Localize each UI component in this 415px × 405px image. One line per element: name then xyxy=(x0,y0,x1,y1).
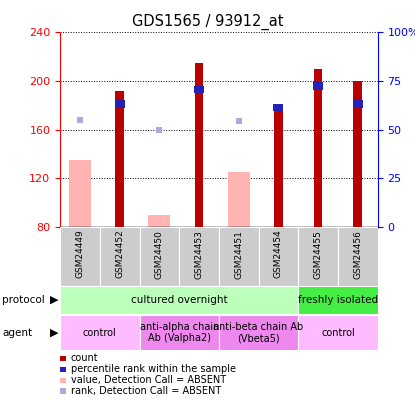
Bar xyxy=(354,81,362,227)
Text: control: control xyxy=(321,328,355,337)
Text: anti-alpha chain
Ab (Valpha2): anti-alpha chain Ab (Valpha2) xyxy=(139,322,219,343)
Text: protocol: protocol xyxy=(2,295,45,305)
Bar xyxy=(298,315,378,350)
Bar xyxy=(69,160,91,227)
Bar xyxy=(60,315,139,350)
Bar xyxy=(195,63,203,227)
Bar xyxy=(60,227,100,286)
Bar xyxy=(219,315,298,350)
Bar xyxy=(338,227,378,286)
Bar xyxy=(219,227,259,286)
Bar xyxy=(314,69,322,227)
Bar xyxy=(149,215,170,227)
Bar xyxy=(100,227,139,286)
Text: percentile rank within the sample: percentile rank within the sample xyxy=(71,364,236,374)
Text: cultured overnight: cultured overnight xyxy=(131,295,227,305)
Bar xyxy=(313,82,323,90)
Bar xyxy=(60,286,298,314)
Bar xyxy=(139,315,219,350)
Text: agent: agent xyxy=(2,328,32,337)
Text: GSM24449: GSM24449 xyxy=(76,230,85,279)
Bar xyxy=(115,91,124,227)
Text: freshly isolated: freshly isolated xyxy=(298,295,378,305)
Text: GSM24456: GSM24456 xyxy=(353,230,362,279)
Text: GSM24453: GSM24453 xyxy=(195,230,204,279)
Bar xyxy=(298,286,378,314)
Bar xyxy=(139,227,179,286)
Text: ▶: ▶ xyxy=(50,328,58,337)
Bar xyxy=(274,108,283,227)
Bar xyxy=(259,227,298,286)
Bar xyxy=(194,86,204,93)
Text: value, Detection Call = ABSENT: value, Detection Call = ABSENT xyxy=(71,375,226,385)
Text: GSM24450: GSM24450 xyxy=(155,230,164,279)
Text: rank, Detection Call = ABSENT: rank, Detection Call = ABSENT xyxy=(71,386,221,396)
Text: GDS1565 / 93912_at: GDS1565 / 93912_at xyxy=(132,14,283,30)
Bar xyxy=(228,172,250,227)
Text: count: count xyxy=(71,353,98,363)
Text: anti-beta chain Ab
(Vbeta5): anti-beta chain Ab (Vbeta5) xyxy=(213,322,304,343)
Text: GSM24451: GSM24451 xyxy=(234,230,243,279)
Text: GSM24454: GSM24454 xyxy=(274,230,283,279)
Bar xyxy=(298,227,338,286)
Bar xyxy=(115,100,124,108)
Bar xyxy=(273,104,283,111)
Text: GSM24452: GSM24452 xyxy=(115,230,124,279)
Text: control: control xyxy=(83,328,117,337)
Bar xyxy=(353,100,363,108)
Bar xyxy=(179,227,219,286)
Text: ▶: ▶ xyxy=(50,295,58,305)
Text: GSM24455: GSM24455 xyxy=(314,230,322,279)
